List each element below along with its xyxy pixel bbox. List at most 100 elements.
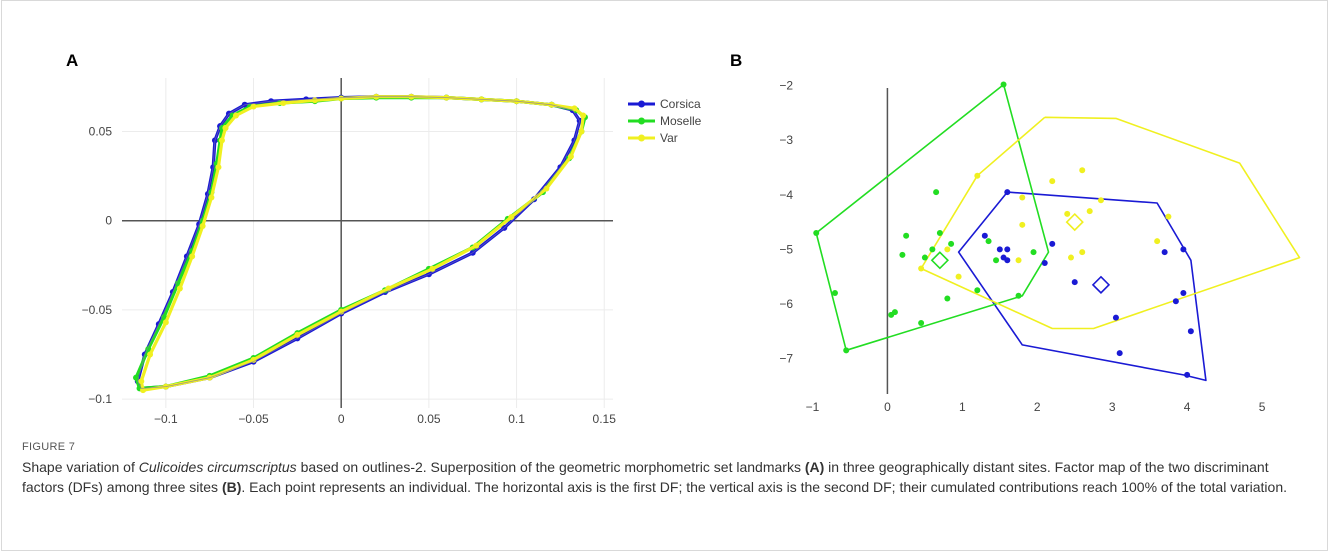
scatter-point-var [918, 265, 925, 272]
scatter-point-corsica [1000, 254, 1007, 261]
panel-b-points [813, 81, 1194, 378]
panel-a-xtick-label: 0.05 [417, 412, 441, 426]
panel-a-xtick-label: −0.1 [154, 412, 178, 426]
centroid-marker-moselle [930, 251, 949, 270]
panel-b-label: B [730, 51, 742, 70]
series-moselle [133, 94, 588, 392]
scatter-point-corsica [1049, 240, 1056, 247]
scatter-point-corsica [1180, 290, 1187, 297]
series-point-var [189, 253, 196, 260]
panel-b-ytick-label: −6 [779, 297, 793, 311]
caption-part1: based on outlines-2. Superposition of th… [296, 459, 805, 475]
panel-b-xtick-label: 1 [959, 400, 966, 414]
panel-a-grid [122, 78, 613, 408]
scatter-point-moselle [936, 230, 943, 236]
panel-b-xtick-label: 5 [1259, 400, 1266, 414]
series-point-var [218, 137, 225, 144]
series-point-var [147, 351, 154, 358]
scatter-point-moselle [843, 347, 850, 354]
series-point-var [571, 105, 578, 112]
scatter-point-var [944, 246, 951, 253]
figure-charts: A B −0.1 −0.05 0 0.05 0.1 0.15−0.1−0.0500.05 … [66, 51, 1301, 426]
scatter-point-corsica [981, 232, 988, 239]
scatter-point-moselle [831, 290, 838, 297]
caption-species: Culicoides circumscriptus [138, 459, 297, 475]
hull-moselle [815, 83, 1050, 352]
series-point-var [580, 112, 587, 119]
legend-label-var: Var [660, 131, 678, 145]
scatter-point-moselle [921, 254, 928, 261]
panel-b-ytick-label: −3 [779, 133, 793, 147]
legend-label-moselle: Moselle [660, 114, 702, 128]
series-point-var [222, 124, 229, 131]
scatter-point-corsica [1004, 189, 1011, 196]
hull-var [920, 116, 1301, 330]
series-point-var [215, 164, 222, 171]
scatter-point-corsica [1041, 260, 1048, 267]
panel-b-hulls [815, 83, 1301, 382]
series-point-moselle [133, 374, 140, 381]
scatter-point-corsica [1184, 371, 1191, 378]
series-point-var [338, 95, 345, 102]
panel-a-ytick-label: 0 [105, 214, 112, 228]
series-line-moselle [134, 95, 587, 390]
panel-a-series [133, 93, 588, 394]
series-point-var [473, 242, 480, 249]
scatter-point-corsica [1112, 314, 1119, 321]
legend-swatch-marker [638, 100, 645, 108]
series-line-corsica [136, 95, 582, 390]
series-point-var [429, 265, 436, 272]
scatter-point-moselle [1030, 249, 1037, 256]
legend-label-corsica: Corsica [660, 97, 701, 111]
scatter-point-var [1097, 197, 1104, 204]
panel-b-ytick-label: −7 [779, 352, 793, 366]
scatter-point-corsica [1161, 249, 1168, 256]
series-point-var [199, 223, 206, 230]
panel-a-legend: Corsica Moselle Var [628, 97, 702, 145]
scatter-point-var [1086, 208, 1093, 215]
scatter-point-var [974, 172, 981, 179]
figure-label: FIGURE 7 [22, 441, 76, 453]
scatter-point-moselle [985, 238, 992, 245]
figure-caption: FIGURE 7 Shape variation of Culicoides c… [22, 441, 1312, 497]
series-point-var [250, 103, 257, 110]
panel-a-ticks: −0.1 −0.05 0 0.05 0.1 0.15 −0.1 −0.05 0 0.05 [82, 125, 617, 426]
series-outline-trace [137, 96, 581, 389]
panel-b-xtick-label: 0 [884, 400, 891, 414]
panel-b-ticks: −1 0 1 2 3 4 5 −7 −6 −5 −4 −3 −2 [779, 79, 1265, 414]
series-point-var [578, 128, 585, 135]
legend-item-var: Var [628, 131, 678, 145]
scatter-point-moselle [944, 295, 951, 302]
scatter-point-var [1067, 254, 1074, 261]
scatter-point-var [1079, 249, 1086, 256]
series-point-var [162, 319, 169, 326]
scatter-point-var [1064, 210, 1071, 217]
scatter-point-var [1049, 178, 1056, 185]
panel-b-xtick-label: −1 [806, 400, 820, 414]
centroid-marker-var [1065, 212, 1084, 232]
scatter-point-moselle [948, 240, 955, 247]
caption-part3: . Each point represents an individual. T… [241, 478, 1287, 495]
panel-b-ytick-label: −5 [779, 242, 793, 256]
scatter-point-var [1019, 221, 1026, 228]
scatter-point-moselle [993, 257, 1000, 264]
scatter-point-var [1165, 213, 1172, 220]
panel-a-ytick-label: −0.05 [82, 303, 113, 317]
panel-a-label: A [66, 51, 78, 70]
panel-b-xtick-label: 2 [1034, 400, 1041, 414]
panel-b-xtick-label: 3 [1109, 400, 1116, 414]
panel-a-xtick-label: 0.1 [508, 412, 525, 426]
caption-prefix: Shape variation of [22, 459, 139, 475]
scatter-point-corsica [1004, 246, 1011, 253]
legend-swatch-marker [638, 134, 645, 142]
scatter-point-moselle [899, 251, 906, 258]
series-point-var [294, 331, 301, 338]
scatter-point-moselle [974, 287, 981, 294]
scatter-point-moselle [929, 246, 936, 253]
caption-text: Shape variation of Culicoides circumscri… [22, 458, 1312, 497]
scatter-point-var [1079, 167, 1086, 174]
scatter-point-corsica [1116, 350, 1123, 357]
series-point-var [280, 99, 287, 106]
panel-b-ytick-label: −2 [779, 79, 793, 93]
